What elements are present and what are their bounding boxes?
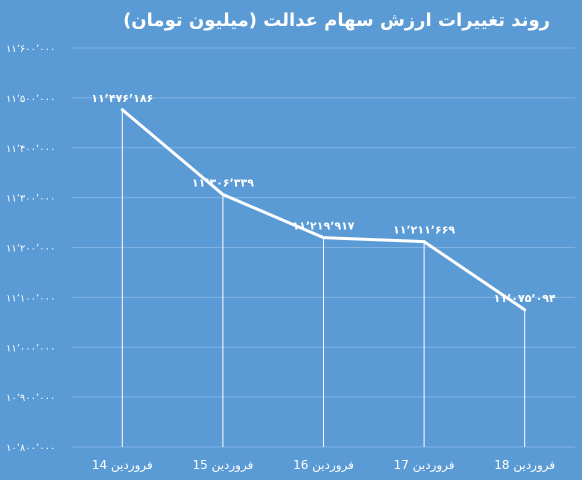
- y-tick-label: ۱۱٬۶۰۰٬۰۰۰: [6, 44, 55, 55]
- data-label: ۱۱٬۲۱۹٬۹۱۷: [292, 220, 354, 233]
- x-tick-label: 15 فروردین: [192, 458, 253, 473]
- x-axis-tick-labels: 14 فروردین 15 فروردین 16 فروردین 17 فروردین…: [92, 458, 555, 473]
- drop-lines: [121, 109, 526, 447]
- y-tick-label: ۱۱٬۴۰۰٬۰۰۰: [6, 144, 55, 155]
- data-label: ۱۱٬۴۷۶٬۱۸۶: [91, 92, 153, 105]
- data-label: ۱۱٬۳۰۶٬۳۳۹: [192, 176, 254, 189]
- y-tick-label: ۱۱٬۳۰۰٬۰۰۰: [6, 194, 55, 205]
- data-label: ۱۱٬۲۱۱٬۶۶۹: [393, 224, 455, 237]
- series-segment: [422, 240, 527, 312]
- series-line: [120, 108, 527, 312]
- y-tick-label: ۱۱٬۰۰۰٬۰۰۰: [6, 343, 55, 354]
- y-tick-label: ۱۰٬۸۰۰٬۰۰۰: [6, 443, 55, 454]
- series-segment: [120, 108, 225, 196]
- y-tick-label: ۱۱٬۵۰۰٬۰۰۰: [6, 94, 55, 105]
- data-labels: ۱۱٬۴۷۶٬۱۸۶ ۱۱٬۳۰۶٬۳۳۹ ۱۱٬۲۱۹٬۹۱۷ ۱۱٬۲۱۱٬۶۶۹…: [91, 92, 556, 305]
- x-tick-label: 18 فروردین: [494, 458, 555, 473]
- data-label: ۱۱٬۰۷۵٬۰۹۴: [494, 292, 556, 305]
- x-tick-label: 17 فروردین: [394, 458, 455, 473]
- x-tick-label: 16 فروردین: [293, 458, 354, 473]
- y-tick-label: ۱۰٬۹۰۰٬۰۰۰: [6, 393, 55, 404]
- chart-title: روند تغییرات ارزش سهام عدالت (میلیون توم…: [123, 10, 550, 31]
- series-segment: [221, 192, 325, 240]
- y-axis-tick-labels: ۱۰٬۸۰۰٬۰۰۰ ۱۰٬۹۰۰٬۰۰۰ ۱۱٬۰۰۰٬۰۰۰ ۱۱٬۱۰۰٬۰۰۰…: [6, 44, 55, 454]
- series-segment: [322, 236, 426, 244]
- y-tick-label: ۱۱٬۲۰۰٬۰۰۰: [6, 244, 55, 255]
- x-tick-label: 14 فروردین: [92, 458, 153, 473]
- y-tick-label: ۱۱٬۱۰۰٬۰۰۰: [6, 293, 55, 304]
